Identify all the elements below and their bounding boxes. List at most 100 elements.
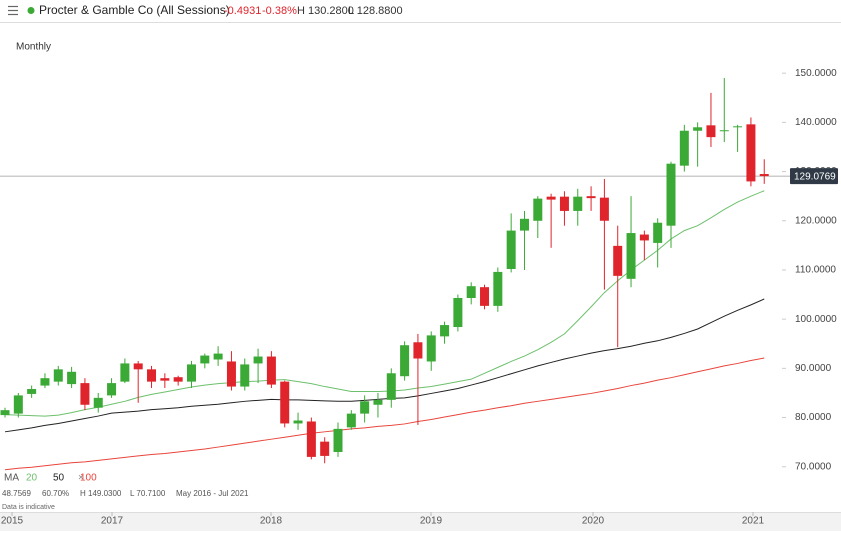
x-tick-label: 2019	[420, 516, 443, 527]
ma-legend: 50	[53, 473, 65, 484]
candle-body	[440, 325, 450, 337]
candle-body	[266, 356, 276, 385]
candle-body	[506, 230, 516, 269]
plot-area	[0, 77, 790, 471]
moving-average	[4, 298, 765, 433]
candle-body	[533, 198, 543, 221]
ma-legend: 100	[80, 473, 97, 484]
candle-body	[466, 286, 476, 299]
y-tick-label: 70.0000	[795, 461, 832, 472]
candle-body	[133, 363, 143, 370]
candle-body	[240, 364, 250, 387]
moving-average	[4, 357, 765, 471]
info-pct: 60.70%	[42, 489, 69, 498]
y-tick-label: 100.0000	[795, 314, 837, 325]
candle-body	[0, 410, 10, 416]
high: H 130.2800	[297, 5, 354, 17]
candle-body	[147, 369, 157, 382]
y-tick-label: 80.0000	[795, 412, 832, 423]
candle-body	[120, 363, 130, 382]
candle-body	[666, 163, 676, 226]
x-tick-label: 2017	[101, 516, 124, 527]
header-bar	[0, 0, 841, 22]
candle-body	[613, 245, 623, 276]
candle-body	[67, 371, 77, 385]
candle-body	[573, 196, 583, 211]
candle-body	[213, 353, 223, 360]
ma-label: MA	[4, 473, 19, 484]
ma-legend: 20	[26, 473, 38, 484]
candle-body	[386, 373, 396, 400]
candle-body	[226, 361, 236, 387]
candle-body	[400, 345, 410, 377]
candle-body	[413, 342, 423, 359]
low: L 128.8800	[348, 5, 403, 17]
info-low: L 70.7100	[130, 489, 166, 498]
info-high: H 149.0300	[80, 489, 122, 498]
candle-body	[559, 196, 569, 211]
info-note: Data is indicative	[2, 504, 55, 511]
candle-body	[200, 355, 210, 364]
change-pct: -0.38%	[262, 5, 297, 17]
candle-body	[253, 356, 263, 364]
candle-body	[160, 378, 170, 381]
candle-body	[679, 130, 689, 166]
candle-body	[639, 234, 649, 241]
y-tick-label: 120.0000	[795, 215, 837, 226]
x-axis-strip	[0, 512, 841, 531]
candle-body	[93, 397, 103, 408]
candle-body	[546, 196, 556, 200]
candle-body	[27, 389, 37, 394]
candle-body	[320, 441, 330, 456]
candle-body	[693, 127, 703, 131]
candle-body	[306, 421, 316, 457]
status-dot	[27, 7, 35, 14]
candle-body	[719, 130, 729, 132]
candle-body	[493, 271, 503, 306]
candle-body	[453, 298, 463, 328]
x-tick-label: 2015	[1, 516, 24, 527]
candle-body	[333, 428, 343, 452]
candle-body	[373, 399, 383, 405]
candle-body	[53, 369, 63, 382]
candle-body	[293, 420, 303, 424]
moving-average	[4, 190, 765, 417]
y-tick-label: 140.0000	[795, 117, 837, 128]
info-value: 48.7569	[2, 489, 31, 498]
y-tick-label: 150.0000	[795, 68, 837, 79]
candle-body	[173, 377, 183, 382]
ma-close[interactable]: ×	[78, 473, 84, 484]
candle-body	[13, 395, 23, 414]
interval: Monthly	[16, 42, 51, 53]
y-tick-label: 110.0000	[795, 265, 836, 276]
candle-body	[480, 287, 490, 306]
x-tick-label: 2021	[742, 516, 765, 527]
candle-body	[360, 401, 370, 414]
candle-body	[746, 124, 756, 182]
candle-body	[426, 335, 436, 362]
last-price-label: 129.0769	[794, 171, 836, 182]
candle-body	[653, 222, 663, 243]
last-price-box	[790, 168, 838, 185]
instrument-title: Procter & Gamble Co (All Sessions)	[39, 3, 230, 17]
x-tick-label: 2020	[582, 516, 605, 527]
candle-body	[586, 196, 596, 199]
candle-body	[107, 383, 117, 396]
candle-body	[40, 378, 50, 386]
x-tick-label: 2018	[260, 516, 283, 527]
menu-icon[interactable]	[8, 5, 18, 16]
candle-body	[186, 364, 196, 382]
candle-body	[346, 413, 356, 428]
candle-body	[599, 197, 609, 221]
candle-body	[706, 125, 716, 138]
info-range: May 2016 - Jul 2021	[176, 489, 249, 498]
candle-body	[733, 126, 743, 128]
change: -0.4931	[224, 5, 261, 17]
candle-body	[626, 233, 636, 279]
candle-body	[519, 218, 529, 231]
candle-body	[80, 383, 90, 405]
y-tick-label: 90.0000	[795, 363, 832, 374]
candle-body	[280, 381, 290, 424]
candle-body	[759, 174, 769, 177]
